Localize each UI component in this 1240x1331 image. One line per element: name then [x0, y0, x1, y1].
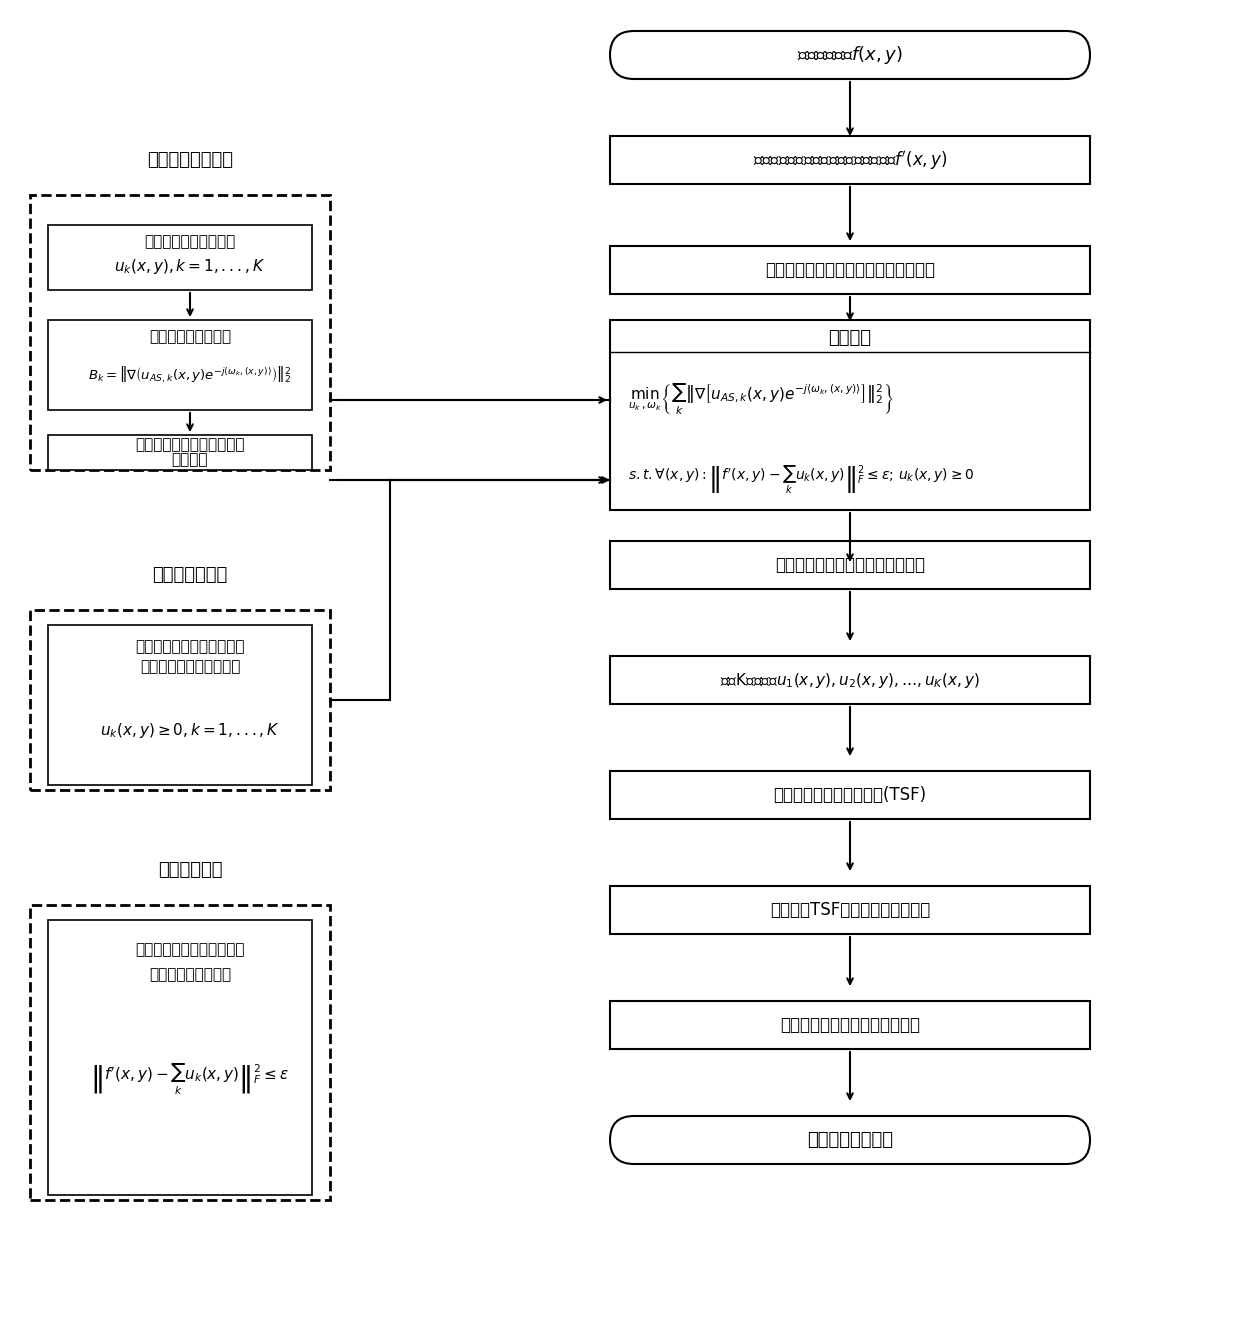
Bar — [30, 610, 330, 791]
Text: 子信号非负约束: 子信号非负约束 — [153, 566, 228, 584]
Bar — [610, 319, 1090, 510]
Bar — [610, 656, 1090, 704]
Text: 具有最大TSF的子带即为目标子带: 具有最大TSF的子带即为目标子带 — [770, 901, 930, 918]
Text: 二维变分模态分解: 二维变分模态分解 — [148, 150, 233, 169]
Text: 分别计算目标相似度因子(TSF): 分别计算目标相似度因子(TSF) — [774, 787, 926, 804]
Bar — [48, 626, 312, 785]
Bar — [30, 196, 330, 470]
Text: 目标函数: 目标函数 — [828, 329, 872, 347]
Text: 分别计算子信号带宽: 分别计算子信号带宽 — [149, 330, 231, 345]
Bar — [48, 225, 312, 290]
Bar — [48, 435, 312, 470]
Bar — [610, 886, 1090, 934]
Text: 输入红外图像$f(x,y)$: 输入红外图像$f(x,y)$ — [797, 44, 903, 67]
Text: 变分问题: 变分问题 — [172, 453, 208, 467]
Text: 数据保真约束: 数据保真约束 — [157, 861, 222, 878]
Text: $s.t.\forall(x,y):\left\|f'(x,y)-\sum_k u_k(x,y)\right\|_F^2\leq\varepsilon;\, u: $s.t.\forall(x,y):\left\|f'(x,y)-\sum_k … — [627, 463, 975, 496]
Text: 输出目标检测结果: 输出目标检测结果 — [807, 1131, 893, 1149]
Text: 采用交迭方向乘子法求解目标函数: 采用交迭方向乘子法求解目标函数 — [775, 556, 925, 574]
Bar — [610, 1001, 1090, 1049]
Text: 得到K个子信号$u_1(x,y),u_2(x,y),\ldots,u_K(x,y)$: 得到K个子信号$u_1(x,y),u_2(x,y),\ldots,u_K(x,y… — [720, 671, 980, 689]
Text: 采用带通滤波器进行滤波，滤波结果为$f'(x,y)$: 采用带通滤波器进行滤波，滤波结果为$f'(x,y)$ — [753, 149, 947, 172]
Text: 待分解的子信号表示为: 待分解的子信号表示为 — [144, 234, 236, 249]
Text: $\left\|f'(x,y)-\sum_k u_k(x,y)\right\|_F^2\leq\varepsilon$: $\left\|f'(x,y)-\sum_k u_k(x,y)\right\|_… — [91, 1063, 289, 1097]
Bar — [610, 771, 1090, 819]
Bar — [30, 905, 330, 1201]
Bar — [610, 136, 1090, 184]
Bar — [610, 246, 1090, 294]
Text: 结果不偏离原信号：: 结果不偏离原信号： — [149, 968, 231, 982]
FancyBboxPatch shape — [610, 31, 1090, 79]
FancyBboxPatch shape — [610, 1115, 1090, 1165]
Text: 考虑红外图像特点，对待分: 考虑红外图像特点，对待分 — [135, 639, 244, 655]
Text: 求带宽之和的最小值，构建: 求带宽之和的最小值，构建 — [135, 438, 244, 453]
Text: $u_k(x,y),k=1,...,K$: $u_k(x,y),k=1,...,K$ — [114, 257, 265, 277]
Bar — [48, 920, 312, 1195]
Text: 结合非负约束的二维变分模态分解方法: 结合非负约束的二维变分模态分解方法 — [765, 261, 935, 280]
Text: 施加数据保真约束，使分解: 施加数据保真约束，使分解 — [135, 942, 244, 957]
Text: $\min_{u_k,\omega_k}\left\{\sum_k\left\|\nabla\left[u_{AS,k}(x,y)e^{-j\langle\om: $\min_{u_k,\omega_k}\left\{\sum_k\left\|… — [627, 383, 894, 417]
Text: 对目标子带进行自适应阈值分割: 对目标子带进行自适应阈值分割 — [780, 1016, 920, 1034]
Text: 解子信号施加非负约束：: 解子信号施加非负约束： — [140, 659, 241, 675]
Bar — [610, 540, 1090, 590]
Bar — [48, 319, 312, 410]
Text: $B_k=\left\|\nabla\left(u_{AS,k}(x,y)e^{-j\langle\omega_k,(x,y)\rangle}\right)\r: $B_k=\left\|\nabla\left(u_{AS,k}(x,y)e^{… — [88, 365, 291, 385]
Text: $u_k(x,y)\geq 0,k=1,...,K$: $u_k(x,y)\geq 0,k=1,...,K$ — [100, 720, 280, 740]
